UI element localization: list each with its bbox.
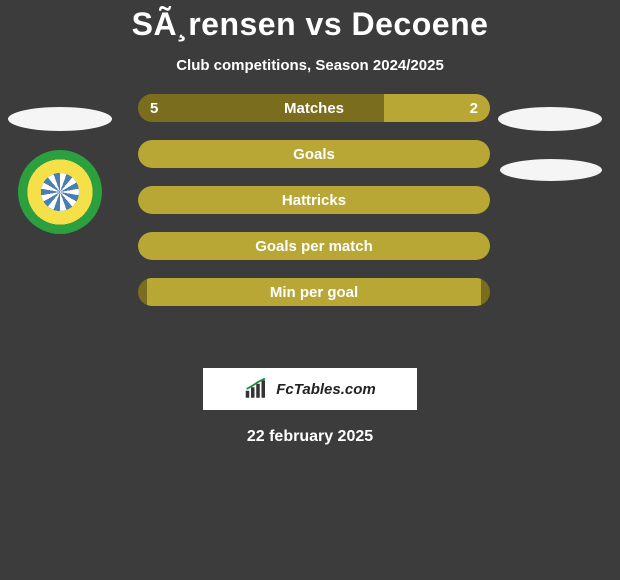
comparison-infographic: SÃ¸rensen vs Decoene Club competitions, … [0,0,620,446]
rows-area: Matches52GoalsHattricksGoals per matchMi… [0,108,620,358]
stat-value-right: 2 [470,94,478,122]
player-badge-right [498,107,602,131]
stat-bar: Hattricks [138,186,490,214]
club-logo-left [18,150,102,234]
stat-label: Goals [138,140,490,168]
stat-value-left: 5 [150,94,158,122]
stat-bars: Matches5 2 Goals Hattricks Goals per match Mi… [138,94,490,324]
stat-label: Hattricks [138,186,490,214]
stat-bar: Min per goal [138,278,490,306]
subtitle: Club competitions, Season 2024/2025 [0,57,620,74]
date: 22 february 2025 [0,428,620,446]
title: SÃ¸rensen vs Decoene [0,6,620,43]
brand-icon [244,378,272,400]
stat-label: Matches [138,94,490,122]
stat-bar: Goals per match [138,232,490,260]
stat-bar: Goals [138,140,490,168]
stat-bar: Matches5 2 [138,94,490,122]
brand-text: FcTables.com [276,381,375,398]
player-badge-right-2 [500,159,602,181]
brand-box: FcTables.com [203,368,417,410]
player-badge-left [8,107,112,131]
stat-label: Min per goal [138,278,490,306]
stat-label: Goals per match [138,232,490,260]
